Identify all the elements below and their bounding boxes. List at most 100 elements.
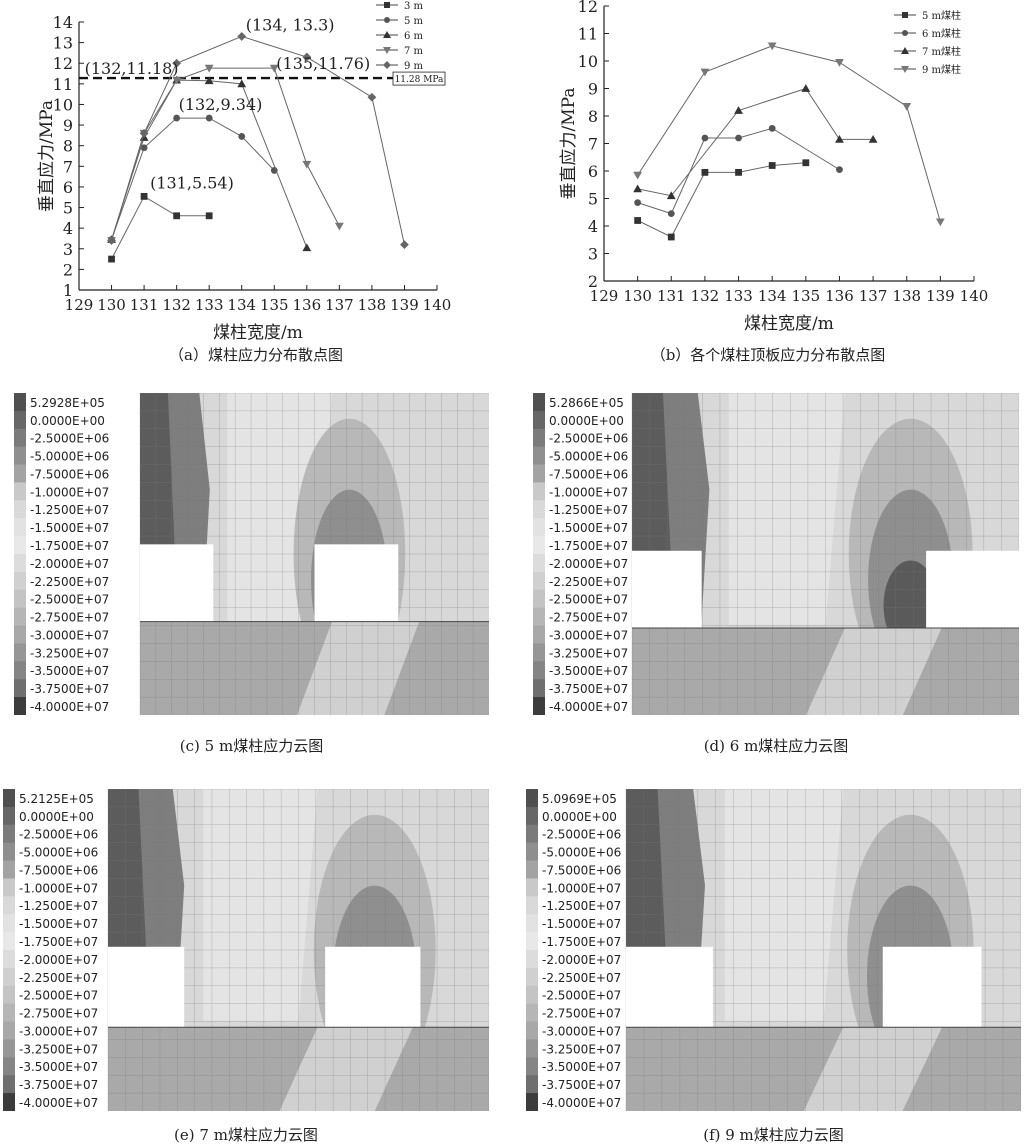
colorbar-swatch [14, 572, 26, 590]
colorbar-label: -2.5000E+07 [19, 989, 98, 1003]
colorbar-swatch [526, 932, 538, 950]
colorbar-label: 0.0000E+00 [549, 414, 624, 428]
colorbar-swatch [14, 465, 26, 483]
colorbar-label: -2.5000E+06 [19, 828, 98, 842]
colorbar-label: 0.0000E+00 [542, 810, 617, 824]
colorbar-label: -2.2500E+07 [19, 971, 98, 985]
stress-zone-pillar [729, 393, 845, 625]
colorbar-label: -3.5000E+07 [542, 1060, 621, 1074]
colorbar-swatch [526, 986, 538, 1004]
contour-panel-c: 5.2928E+05 0.0000E+00 -2.5000E+06 -5.0000E+… [14, 393, 489, 715]
colorbar-label: -1.5000E+07 [549, 521, 628, 535]
colorbar-swatch [533, 661, 545, 679]
contour-plot-e: 5.2125E+050.0000E+00-2.5000E+06-5.0000E+… [3, 789, 489, 1111]
colorbar-label: -1.7500E+07 [19, 935, 98, 949]
colorbar-label: -1.2500E+07 [30, 503, 109, 517]
data-point [801, 84, 810, 92]
colorbar-max-label: 5.2928E+05 [30, 396, 105, 410]
colorbar-swatch [533, 536, 545, 554]
colorbar-label: -2.2500E+07 [542, 971, 621, 985]
legend-item: 9 m煤柱 [922, 63, 961, 76]
data-point [769, 125, 776, 132]
caption-b: （b）各个煤柱顶板应力分布散点图 [512, 344, 1024, 365]
colorbar-swatch [3, 986, 15, 1004]
colorbar-swatch [526, 1022, 538, 1040]
y-tick-label: 11 [53, 75, 73, 94]
colorbar-swatch [3, 914, 15, 932]
colorbar-swatch [533, 393, 545, 411]
series-4 [633, 42, 945, 226]
point-annotation: (135,11.76) [276, 54, 370, 73]
series-line [638, 163, 806, 237]
x-tick-label: 136 [825, 287, 854, 305]
y-axis-label: 垂直应力/MPa [37, 100, 57, 212]
y-tick-label: 13 [53, 34, 73, 53]
colorbar-swatch [526, 861, 538, 879]
colorbar-label: -3.5000E+07 [30, 664, 109, 678]
colorbar-label: -2.0000E+07 [549, 557, 628, 571]
y-tick-label: 7 [588, 135, 598, 154]
colorbar-swatch [3, 1057, 15, 1075]
colorbar-label: -2.7500E+07 [549, 611, 628, 625]
colorbar-swatch [14, 608, 26, 626]
x-axis-label: 煤柱宽度/m [213, 323, 303, 340]
data-point [173, 212, 180, 219]
legend-item: 6 m [404, 31, 424, 42]
colorbar-swatch [14, 626, 26, 644]
data-point [108, 256, 115, 263]
colorbar-swatch [3, 1004, 15, 1022]
x-axis-label: 煤柱宽度/m [744, 314, 834, 334]
colorbar-swatch [14, 518, 26, 536]
y-tick-label: 10 [578, 52, 598, 71]
series-line [112, 196, 210, 259]
x-tick-label: 140 [960, 287, 989, 305]
legend-marker [902, 12, 908, 18]
caption-a: （a）煤柱应力分布散点图 [0, 344, 512, 365]
colorbar-swatch [533, 590, 545, 608]
colorbar-swatch [526, 825, 538, 843]
colorbar-max-label: 5.0969E+05 [542, 792, 617, 806]
x-tick-label: 134 [227, 296, 256, 314]
roadway-right [926, 551, 1019, 628]
colorbar-label: -1.0000E+07 [30, 485, 109, 499]
y-tick-label: 7 [63, 157, 73, 176]
colorbar-swatch [3, 807, 15, 825]
data-point [936, 218, 945, 226]
colorbar-swatch [14, 643, 26, 661]
colorbar-swatch [533, 626, 545, 644]
contour-plot-c: 5.2928E+050.0000E+00-2.5000E+06-5.0000E+… [14, 393, 489, 715]
colorbar-swatch [533, 429, 545, 447]
colorbar-swatch [14, 447, 26, 465]
legend-item: 7 m [404, 46, 424, 57]
x-tick-label: 132 [162, 296, 191, 314]
colorbar-label: -1.0000E+07 [19, 881, 98, 895]
legend-marker [384, 17, 390, 23]
x-tick-label: 135 [260, 296, 289, 314]
x-tick-label: 137 [325, 296, 354, 314]
colorbar-label: 0.0000E+00 [19, 810, 94, 824]
series-1 [634, 159, 809, 240]
colorbar-label: -3.5000E+07 [549, 664, 628, 678]
y-tick-label: 4 [63, 219, 73, 238]
colorbar-swatch [533, 411, 545, 429]
series-3 [633, 84, 877, 199]
colorbar-swatch [14, 482, 26, 500]
colorbar-swatch [526, 1039, 538, 1057]
point-annotation: (134, 13.3) [246, 15, 335, 34]
contour-plot-d: 5.2866E+050.0000E+00-2.5000E+06-5.0000E+… [533, 393, 1019, 715]
point-annotation: (132,9.34) [179, 95, 263, 114]
data-point [335, 223, 344, 231]
legend-item: 5 m [404, 16, 424, 27]
data-point [634, 217, 641, 224]
legend-marker [384, 2, 390, 8]
y-tick-label: 14 [53, 13, 73, 32]
colorbar-label: -3.0000E+07 [542, 1024, 621, 1038]
colorbar-label: -1.0000E+07 [549, 485, 628, 499]
colorbar-swatch [533, 447, 545, 465]
colorbar-swatch [3, 861, 15, 879]
colorbar-label: 0.0000E+00 [30, 414, 105, 428]
colorbar-label: -2.5000E+06 [30, 432, 109, 446]
y-tick-label: 2 [63, 260, 73, 279]
y-tick-label: 12 [53, 54, 73, 73]
x-tick-label: 134 [758, 287, 787, 305]
